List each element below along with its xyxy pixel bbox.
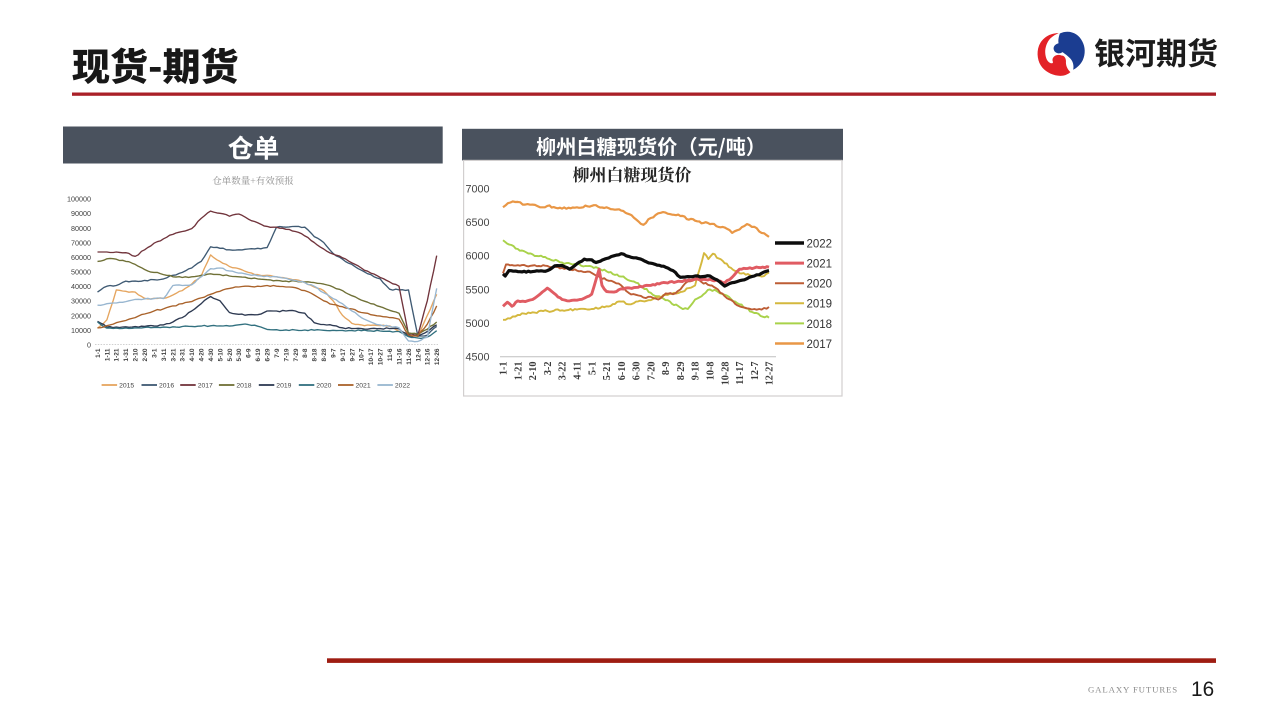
svg-text:2018: 2018: [236, 382, 251, 389]
svg-text:2021: 2021: [807, 259, 833, 271]
svg-text:7000: 7000: [465, 183, 489, 195]
svg-text:1-1: 1-1: [499, 362, 510, 376]
svg-text:2015: 2015: [119, 382, 134, 389]
svg-text:12-27: 12-27: [765, 362, 776, 386]
svg-text:4500: 4500: [465, 352, 489, 364]
svg-text:8-18: 8-18: [312, 348, 319, 361]
svg-text:2019: 2019: [276, 382, 291, 389]
svg-text:3-22: 3-22: [558, 362, 569, 381]
svg-text:10-8: 10-8: [706, 362, 717, 381]
svg-text:2016: 2016: [159, 382, 174, 389]
svg-text:6-19: 6-19: [255, 348, 262, 361]
svg-text:2022: 2022: [807, 238, 833, 250]
svg-text:9-7: 9-7: [331, 348, 338, 358]
svg-text:100000: 100000: [67, 195, 91, 204]
svg-text:6-29: 6-29: [265, 348, 272, 361]
svg-text:12-7: 12-7: [750, 362, 761, 381]
svg-text:11-16: 11-16: [396, 348, 403, 365]
svg-text:10-17: 10-17: [368, 348, 375, 365]
svg-text:2019: 2019: [807, 299, 833, 311]
svg-text:16: 16: [1191, 678, 1214, 701]
svg-text:8-9: 8-9: [661, 362, 672, 376]
svg-text:5500: 5500: [465, 284, 489, 296]
svg-text:10-27: 10-27: [378, 348, 385, 365]
svg-text:2018: 2018: [807, 319, 833, 331]
svg-text:2020: 2020: [316, 382, 331, 389]
svg-text:2020: 2020: [807, 279, 833, 291]
svg-text:3-21: 3-21: [170, 348, 177, 361]
svg-text:6000: 6000: [465, 251, 489, 263]
svg-text:70000: 70000: [71, 238, 91, 247]
svg-text:2017: 2017: [198, 382, 213, 389]
svg-text:3-2: 3-2: [543, 362, 554, 376]
svg-text:8-8: 8-8: [302, 348, 309, 358]
svg-text:2022: 2022: [395, 382, 410, 389]
svg-text:12-16: 12-16: [425, 348, 432, 365]
svg-text:10-28: 10-28: [720, 362, 731, 386]
svg-text:1-11: 1-11: [104, 348, 111, 361]
svg-text:30000: 30000: [71, 297, 91, 306]
svg-text:50000: 50000: [71, 268, 91, 277]
svg-text:90000: 90000: [71, 209, 91, 218]
svg-text:6-9: 6-9: [246, 348, 253, 358]
svg-text:2-10: 2-10: [528, 362, 539, 381]
svg-text:5000: 5000: [465, 318, 489, 330]
svg-text:GALAXY FUTURES: GALAXY FUTURES: [1088, 685, 1178, 695]
svg-text:12-26: 12-26: [434, 348, 441, 365]
svg-text:12-6: 12-6: [415, 348, 422, 361]
svg-text:60000: 60000: [71, 253, 91, 262]
svg-text:6500: 6500: [465, 217, 489, 229]
svg-text:4-30: 4-30: [208, 348, 215, 361]
svg-text:4-11: 4-11: [573, 362, 584, 380]
svg-text:4-20: 4-20: [199, 348, 206, 361]
svg-text:2-10: 2-10: [133, 348, 140, 361]
svg-text:10-7: 10-7: [359, 348, 366, 361]
svg-text:10000: 10000: [71, 326, 91, 335]
svg-text:5-20: 5-20: [227, 348, 234, 361]
svg-text:8-28: 8-28: [321, 348, 328, 361]
svg-text:9-27: 9-27: [349, 348, 356, 361]
svg-text:5-21: 5-21: [602, 362, 613, 381]
svg-text:7-20: 7-20: [646, 362, 657, 381]
svg-text:3-31: 3-31: [180, 348, 187, 361]
svg-text:0: 0: [87, 341, 91, 350]
svg-text:1-21: 1-21: [114, 348, 121, 361]
svg-text:3-1: 3-1: [151, 348, 158, 358]
svg-text:6-30: 6-30: [632, 362, 643, 381]
svg-text:7-9: 7-9: [274, 348, 281, 358]
svg-text:80000: 80000: [71, 224, 91, 233]
svg-text:1-1: 1-1: [95, 348, 102, 358]
svg-text:3-11: 3-11: [161, 348, 168, 361]
svg-text:5-10: 5-10: [217, 348, 224, 361]
svg-text:2021: 2021: [356, 382, 371, 389]
svg-text:5-30: 5-30: [236, 348, 243, 361]
svg-text:7-29: 7-29: [293, 348, 300, 361]
svg-text:2-20: 2-20: [142, 348, 149, 361]
svg-text:20000: 20000: [71, 311, 91, 320]
svg-text:9-18: 9-18: [691, 362, 702, 381]
svg-text:5-1: 5-1: [587, 362, 598, 376]
svg-text:11-6: 11-6: [387, 348, 394, 361]
svg-text:11-26: 11-26: [406, 348, 413, 365]
svg-text:4-10: 4-10: [189, 348, 196, 361]
svg-text:7-19: 7-19: [283, 348, 290, 361]
svg-text:1-21: 1-21: [513, 362, 524, 381]
svg-text:1-31: 1-31: [123, 348, 130, 361]
svg-text:9-17: 9-17: [340, 348, 347, 361]
svg-text:11-17: 11-17: [735, 362, 746, 385]
svg-text:6-10: 6-10: [617, 362, 628, 381]
svg-text:40000: 40000: [71, 282, 91, 291]
svg-text:2017: 2017: [807, 339, 833, 351]
svg-text:8-29: 8-29: [676, 362, 687, 381]
